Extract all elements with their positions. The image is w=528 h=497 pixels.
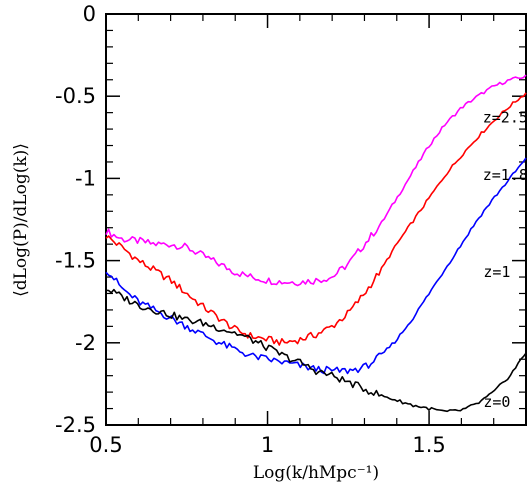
x-tick-label: 1 — [261, 433, 274, 457]
series-line-z-1-82 — [105, 92, 527, 346]
y-axis-label: ⟨dLog(P)/dLog(k)⟩ — [11, 143, 31, 297]
series-label: z=1.82 — [483, 166, 528, 184]
y-tick-label: -1 — [75, 166, 96, 190]
series-label: z=0 — [483, 393, 510, 411]
series-line-z-1 — [105, 157, 527, 375]
series-label: z=2.55 — [483, 109, 528, 127]
plot-frame — [105, 13, 527, 426]
x-tick-label: 1.5 — [412, 433, 445, 457]
tick-labels: 0.5 1 1.5 0 -0.5 -1 -1.5 -2 -2.5 — [55, 2, 446, 457]
x-axis-label: Log(k/hMpc⁻¹) — [253, 463, 379, 483]
series-labels: z=2.55 z=1.82 z=1 z=0 — [483, 109, 528, 411]
y-tick-label: -2.5 — [55, 413, 96, 437]
series-line-z-2-55 — [105, 74, 527, 287]
y-tick-label: 0 — [83, 2, 96, 26]
y-tick-label: -1.5 — [55, 249, 96, 273]
series-label: z=1 — [483, 263, 510, 281]
series-lines — [105, 74, 527, 413]
y-tick-label: -0.5 — [55, 84, 96, 108]
x-tick-label: 0.5 — [89, 433, 122, 457]
series-line-z-0 — [105, 288, 527, 413]
y-tick-label: -2 — [75, 331, 96, 355]
axis-ticks — [105, 13, 527, 426]
